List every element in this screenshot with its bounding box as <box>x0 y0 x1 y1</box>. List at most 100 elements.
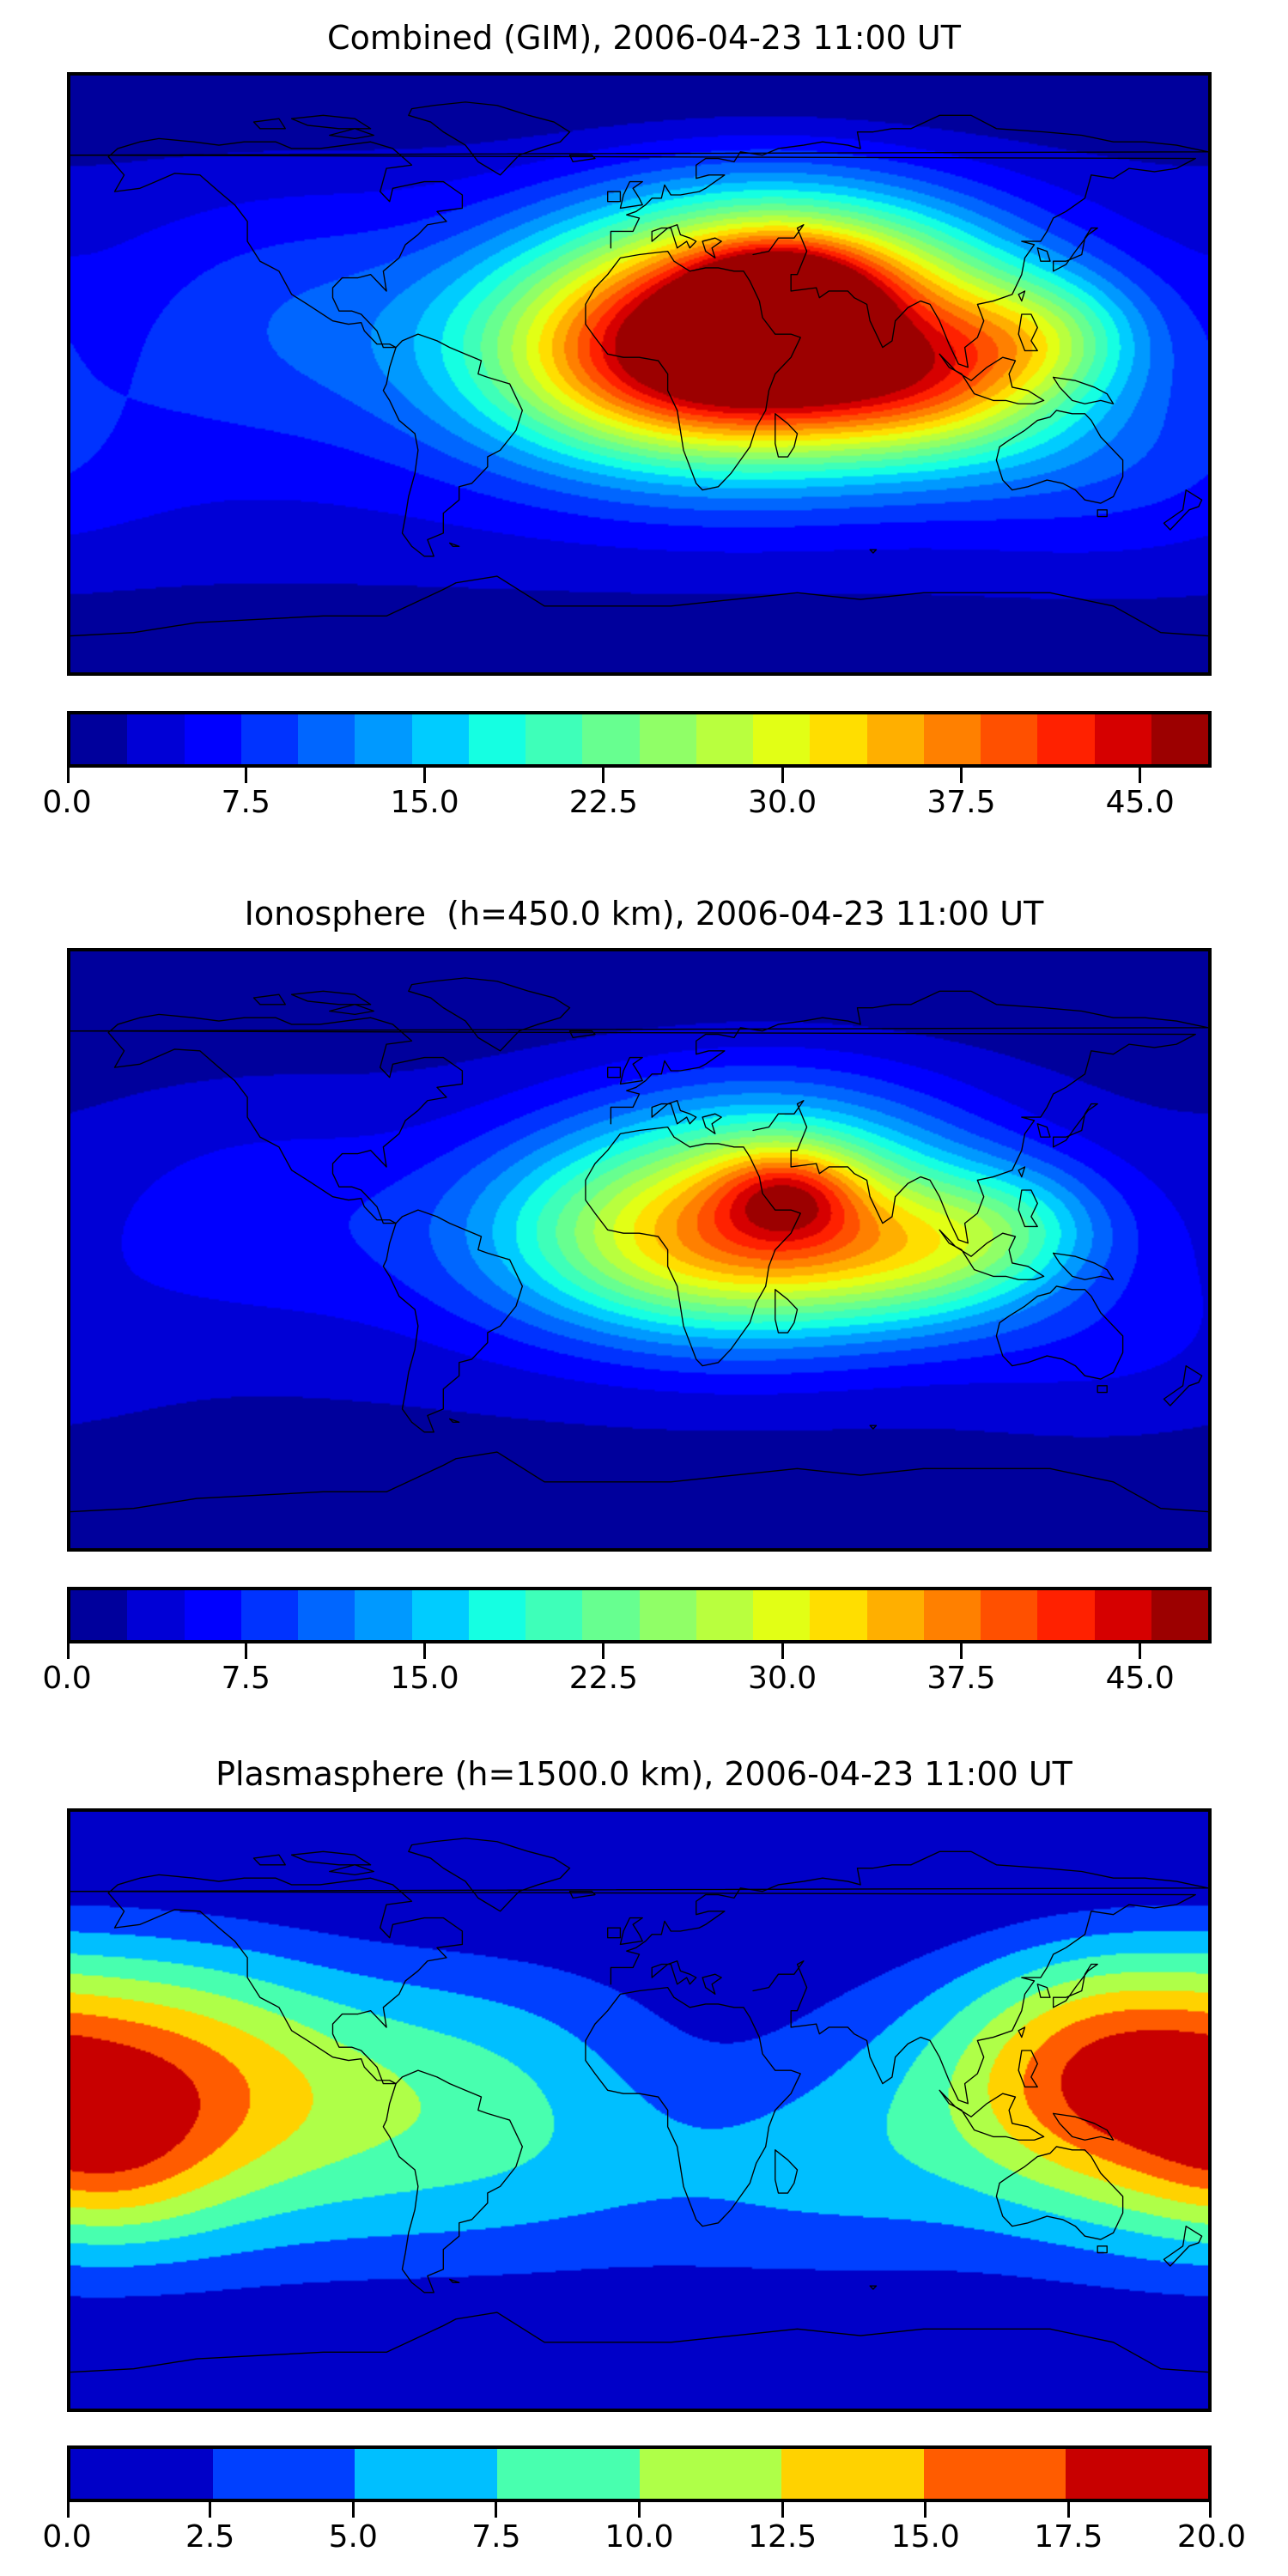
coastline-segment <box>330 1865 374 1875</box>
coastline-segment <box>870 550 876 553</box>
colorbar-segment <box>496 2449 640 2499</box>
panel-title-combined: Combined (GIM), 2006-04-23 11:00 UT <box>327 19 961 57</box>
colorbar-tick-label: 2.5 <box>185 2519 235 2555</box>
coastline-segment <box>1163 1366 1201 1406</box>
coastline-segment <box>1097 1386 1107 1393</box>
colorbar-segment <box>981 1590 1038 1640</box>
colorbar-segment <box>1037 714 1095 764</box>
colorbar-tick-label: 5.0 <box>328 2519 378 2555</box>
colorbar-tick-label: 37.5 <box>927 785 996 820</box>
coastline-segment <box>330 1005 374 1015</box>
coastline-segment <box>1097 2246 1107 2253</box>
colorbar-tick <box>1066 2502 1070 2518</box>
colorbar-tick-label: 20.0 <box>1176 2519 1247 2555</box>
colorbar-tick <box>924 2502 927 2518</box>
colorbar-ticks-combined <box>67 768 1212 785</box>
colorbar-segment <box>781 2449 924 2499</box>
colorbar-tick-label: 45.0 <box>1105 1661 1175 1696</box>
coastline-segment <box>70 1452 1208 1512</box>
colorbar-segment <box>355 1590 412 1640</box>
coastline-segment <box>1018 314 1037 350</box>
coastline-segment <box>586 1988 800 2227</box>
coastline-segment <box>108 1874 462 2083</box>
panel-title-plasmasphere: Plasmasphere (h=1500.0 km), 2006-04-23 1… <box>216 1755 1072 1793</box>
coastline-segment <box>292 115 371 128</box>
colorbar-strip-combined <box>67 711 1212 768</box>
colorbar-segment <box>923 714 981 764</box>
colorbar-segment <box>753 1590 811 1640</box>
coastline-segment <box>1018 2027 1024 2038</box>
colorbar-labels-plasmasphere: 0.0 2.5 5.0 7.5 10.0 12.5 15.0 17.5 20.0 <box>42 2519 1246 2562</box>
colorbar-tick <box>638 2502 641 2518</box>
colorbar-segment <box>1151 714 1208 764</box>
colorbar-tick-label: 22.5 <box>568 1661 638 1696</box>
panel-ionosphere: Ionosphere (h=450.0 km), 2006-04-23 11:0… <box>0 876 1288 1743</box>
colorbar-tick <box>495 2502 498 2518</box>
map-plasmasphere <box>67 1808 1212 2412</box>
coastline-segment <box>620 182 642 209</box>
colorbar-tick <box>67 1643 70 1659</box>
colorbar-segment <box>1094 1590 1151 1640</box>
coastline-segment <box>996 2147 1122 2239</box>
coastline-segment <box>702 1114 721 1133</box>
colorbar-tick-label: 15.0 <box>390 1661 459 1696</box>
colorbar-tick-label: 12.5 <box>748 2519 817 2555</box>
coastline-segment <box>870 1425 876 1429</box>
panel-title-ionosphere: Ionosphere (h=450.0 km), 2006-04-23 11:0… <box>244 895 1044 933</box>
colorbar-tick-label: 0.0 <box>42 785 92 820</box>
colorbar-tick <box>1209 2502 1212 2518</box>
colorbar-tick <box>67 2502 70 2518</box>
coastlines-ionosphere <box>70 951 1208 1548</box>
colorbar-tick-label: 0.0 <box>42 2519 92 2555</box>
colorbar-tick-label: 7.5 <box>471 2519 521 2555</box>
colorbar-segment <box>639 2449 782 2499</box>
colorbar-segment <box>639 714 696 764</box>
colorbar-tick <box>602 1643 605 1659</box>
colorbar-labels-combined: 0.0 7.5 15.0 22.5 30.0 37.5 45.0 <box>42 785 1212 828</box>
colorbar-segment <box>923 2449 1066 2499</box>
coastline-segment <box>70 1031 1195 1243</box>
colorbar-strip-ionosphere <box>67 1587 1212 1643</box>
coastline-segment <box>70 115 1208 247</box>
panel-plasmasphere: Plasmasphere (h=1500.0 km), 2006-04-23 1… <box>0 1740 1288 2576</box>
coastline-segment <box>939 1230 1043 1279</box>
coastline-segment <box>620 1058 642 1084</box>
colorbar-tick <box>1139 1643 1142 1659</box>
colorbar-segment <box>411 1590 469 1640</box>
coastline-segment <box>409 1838 570 1911</box>
coastline-segment <box>409 978 570 1051</box>
coastline-segment <box>775 2150 798 2193</box>
coastline-segment <box>702 1974 721 1994</box>
colorbar-segment <box>70 714 128 764</box>
coastline-segment <box>1018 291 1024 301</box>
coastline-segment <box>652 1961 696 1984</box>
coastline-segment <box>652 225 696 248</box>
coastline-segment <box>702 238 721 258</box>
coastline-segment <box>608 191 621 202</box>
colorbar-tick-label: 45.0 <box>1105 785 1175 820</box>
colorbar-segment <box>184 1590 241 1640</box>
colorbar-segment <box>696 714 753 764</box>
coastline-segment <box>939 2090 1043 2140</box>
colorbar-tick <box>244 768 247 783</box>
colorbar-ionosphere: 0.0 7.5 15.0 22.5 30.0 37.5 45.0 <box>42 1587 1212 1707</box>
coastline-segment <box>292 1851 371 1864</box>
colorbar-segment <box>1151 1590 1208 1640</box>
coastline-segment <box>1054 2113 1114 2140</box>
coastline-segment <box>450 1419 459 1422</box>
colorbar-segment <box>1066 2449 1208 2499</box>
colorbar-ticks-ionosphere <box>67 1643 1212 1661</box>
colorbar-tick <box>244 1643 247 1659</box>
colorbar-segment <box>411 714 469 764</box>
coastlines-plasmasphere <box>70 1812 1208 2409</box>
colorbar-segment <box>1037 1590 1095 1640</box>
colorbar-segment <box>981 714 1038 764</box>
colorbar-tick-label: 0.0 <box>42 1661 92 1696</box>
coastline-segment <box>330 129 374 139</box>
coastline-segment <box>608 1067 621 1078</box>
colorbar-tick <box>959 1643 963 1659</box>
colorbar-segment <box>298 1590 355 1640</box>
colorbar-segment <box>526 714 583 764</box>
map-canvas-plasmasphere <box>70 1812 1208 2409</box>
